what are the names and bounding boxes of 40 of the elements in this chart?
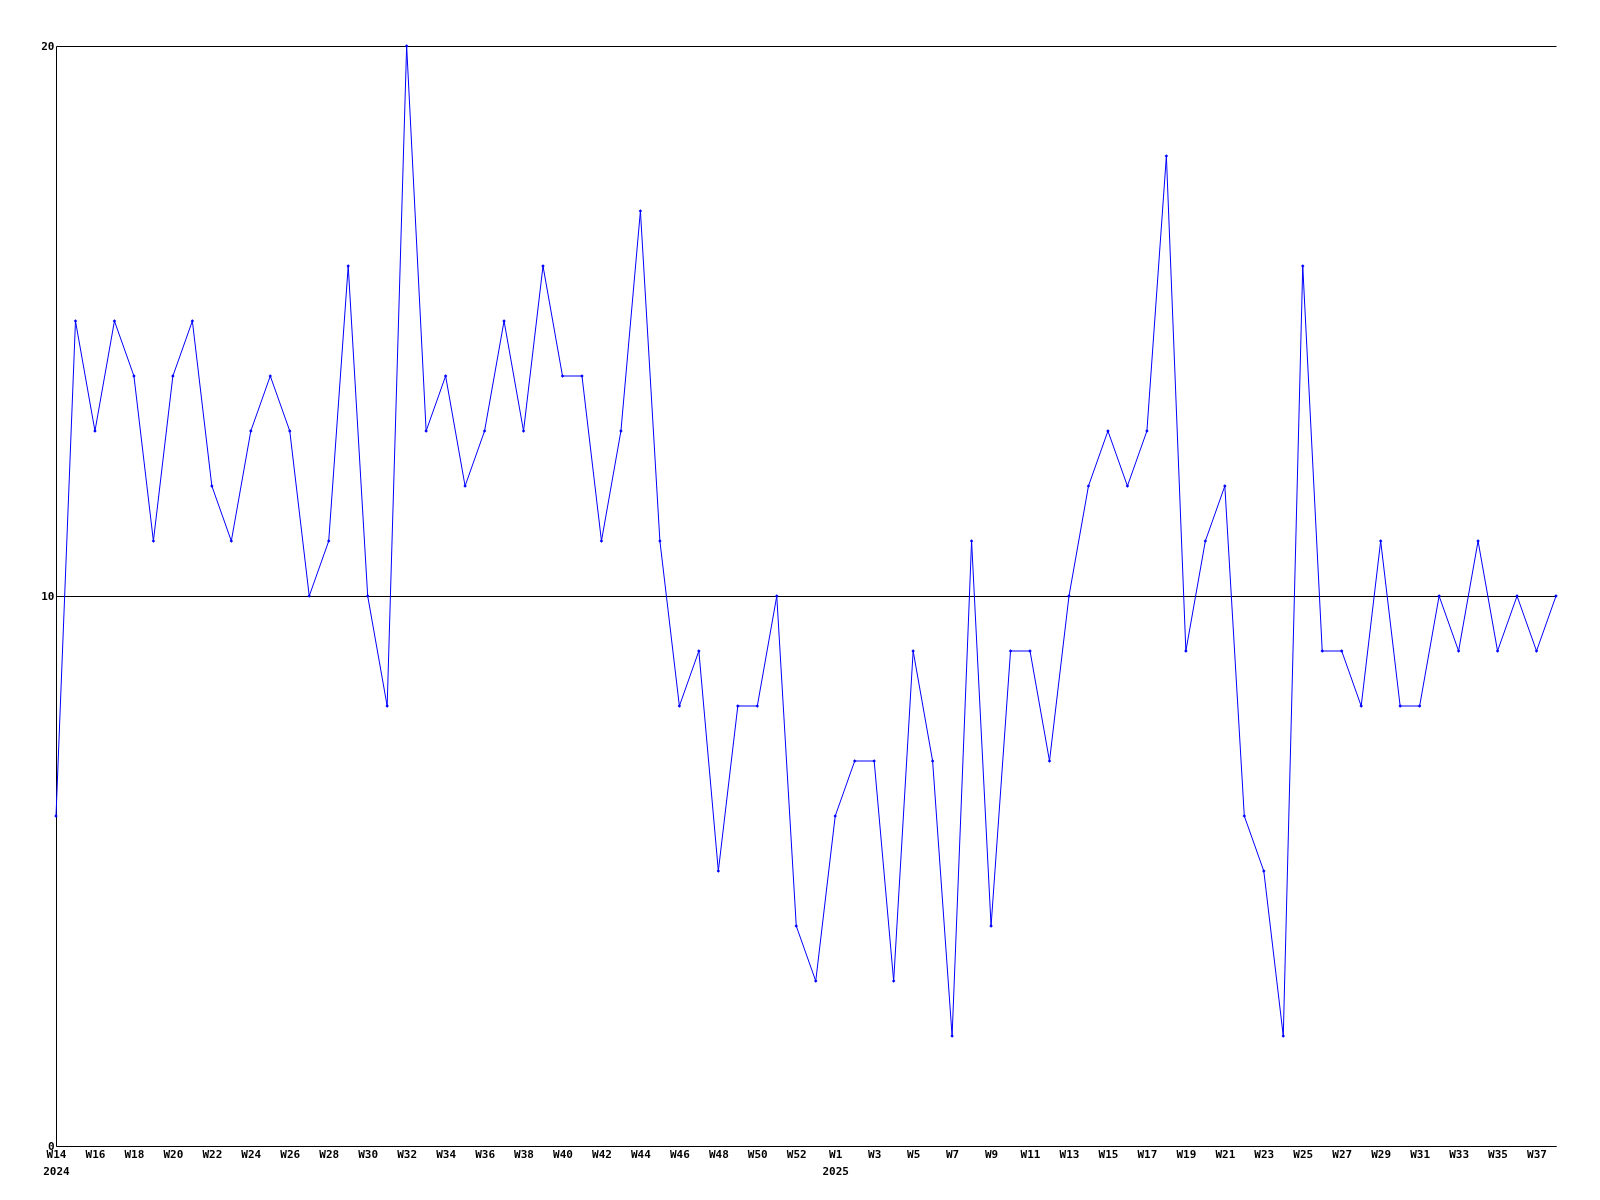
x-tick-label: W23 [1254, 1147, 1275, 1161]
x-tick-label: W32 [397, 1147, 418, 1161]
x-tick-label: W42 [592, 1147, 612, 1161]
x-tick-label: W22 [202, 1147, 223, 1161]
x-tick-label: W38 [514, 1147, 534, 1161]
x-tick-label: W5 [907, 1147, 921, 1161]
x-tick-label: W16 [85, 1147, 106, 1161]
x-tick-label: W28 [319, 1147, 340, 1161]
x-tick-label: W44 [630, 1147, 652, 1161]
x-tick-label: W34 [436, 1147, 457, 1161]
x-tick-label: W46 [669, 1147, 691, 1161]
x-tick-label: W7 [945, 1147, 960, 1161]
x-tick-label: W21 [1215, 1147, 1236, 1161]
x-tick-label: W3 [868, 1147, 882, 1161]
x-tick-label: W9 [984, 1147, 999, 1161]
x-tick-label: W30 [358, 1147, 379, 1161]
x-tick-label: W18 [124, 1147, 145, 1161]
y-tick-label: 10 [41, 589, 55, 603]
x-tick-label: W15 [1098, 1147, 1119, 1161]
x-tick-label: W37 [1527, 1147, 1547, 1161]
x-tick-label: W11 [1020, 1147, 1041, 1161]
x-tick-label: W19 [1176, 1147, 1197, 1161]
x-tick-label: W13 [1059, 1147, 1080, 1161]
x-tick-label: W27 [1332, 1147, 1353, 1161]
x-tick-label: W50 [747, 1147, 768, 1161]
x-tick-label: W36 [475, 1147, 496, 1161]
x-tick-label: W29 [1371, 1147, 1392, 1161]
x-tick-label: W20 [163, 1147, 184, 1161]
x-tick-label: W24 [241, 1147, 262, 1161]
y-tick-label: 20 [41, 39, 55, 53]
x-tick-label: W40 [553, 1147, 573, 1161]
x-tick-label: W52 [786, 1147, 807, 1161]
x-tick-label: W17 [1137, 1147, 1158, 1161]
x-tick-label: W31 [1410, 1147, 1431, 1161]
x-tick-label: W26 [280, 1147, 301, 1161]
x-tick-label: W25 [1293, 1147, 1314, 1161]
x-tick-label: W35 [1488, 1147, 1508, 1161]
x-tick-label: W33 [1449, 1147, 1470, 1161]
x-tick-label: W48 [708, 1147, 729, 1161]
x-tick-label: W1 2025 [822, 1147, 849, 1178]
